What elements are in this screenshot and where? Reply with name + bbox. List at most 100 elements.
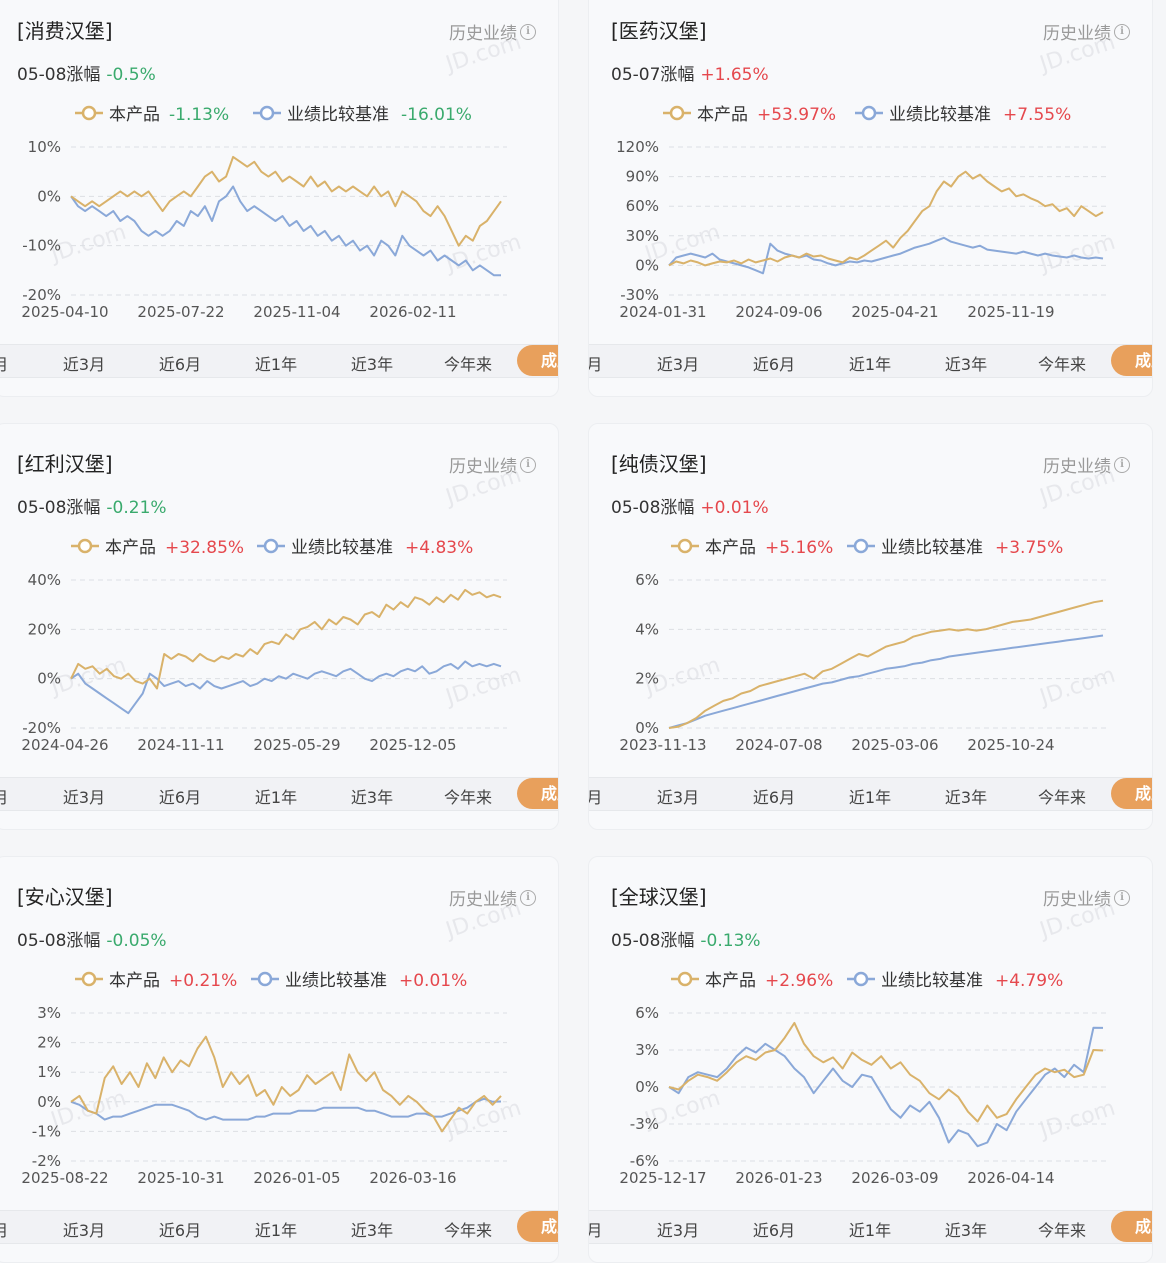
y-tick-label: 40%: [28, 571, 61, 589]
legend-label: 本产品: [109, 105, 160, 125]
x-tick-label: 2026-03-09: [851, 1169, 938, 1187]
period-tab[interactable]: 近6月: [752, 355, 796, 374]
legend-product[interactable]: 本产品 +0.21%: [75, 971, 237, 991]
info-icon[interactable]: i: [1114, 889, 1130, 906]
period-tab[interactable]: 近1月: [0, 1217, 8, 1241]
period-tab[interactable]: 近3年: [350, 1221, 394, 1240]
period-tab[interactable]: 今年来: [443, 355, 493, 374]
period-tab[interactable]: 近1月: [0, 784, 8, 808]
y-tick-label: 90%: [626, 168, 659, 186]
info-icon[interactable]: i: [520, 889, 536, 906]
period-tab[interactable]: 近3月: [62, 788, 106, 807]
legend-label: 业绩比较基准: [287, 105, 389, 125]
legend-product[interactable]: 本产品 +2.96%: [671, 971, 833, 991]
period-tab[interactable]: 近3月: [656, 788, 700, 807]
x-tick-label: 2025-12-17: [619, 1169, 706, 1187]
period-tab[interactable]: 近6月: [752, 1221, 796, 1240]
period-tab[interactable]: 今年来: [1037, 788, 1087, 807]
period-tab-active[interactable]: 成立来: [1111, 1211, 1152, 1242]
legend-product[interactable]: 本产品 +32.85%: [71, 538, 244, 558]
fund-card: JD.com JD.com JD.com [全球汉堡] 历史业绩 i 05-08涨幅 -0.1…: [588, 856, 1153, 1263]
period-tab-active[interactable]: 成立来: [517, 778, 558, 809]
period-tab[interactable]: 近3年: [350, 788, 394, 807]
info-icon[interactable]: i: [520, 456, 536, 473]
legend-benchmark[interactable]: 业绩比较基准 +7.55%: [855, 105, 1071, 125]
history-performance-link[interactable]: 历史业绩 i: [449, 885, 536, 910]
history-performance-link[interactable]: 历史业绩 i: [1043, 19, 1130, 44]
line-chart: 本产品 +53.97% 业绩比较基准 +7.55% 120% 90% 60% 30% 0% -30…: [616, 105, 1109, 321]
legend-product[interactable]: 本产品 +53.97%: [663, 105, 836, 125]
period-tab[interactable]: 近6月: [158, 788, 202, 807]
period-tab[interactable]: 近3月: [62, 1221, 106, 1240]
period-tab[interactable]: 今年来: [443, 788, 493, 807]
history-label: 历史业绩: [1043, 457, 1111, 477]
legend-marker: [77, 538, 93, 554]
period-tab[interactable]: 近1月: [588, 788, 603, 807]
legend-benchmark[interactable]: 业绩比较基准 -16.01%: [253, 105, 472, 125]
y-tick-label: 1%: [37, 1063, 61, 1081]
period-tab[interactable]: 今年来: [443, 1221, 493, 1240]
legend-benchmark[interactable]: 业绩比较基准 +0.01%: [251, 971, 467, 991]
legend-product[interactable]: 本产品 -1.13%: [75, 105, 229, 125]
history-performance-link[interactable]: 历史业绩 i: [449, 452, 536, 477]
period-tabs: 近1月 近3月 近6月 近1年 近3年 今年来 成立来: [589, 344, 1152, 378]
period-tab-active[interactable]: 成立来: [1111, 345, 1152, 376]
info-icon[interactable]: i: [1114, 456, 1130, 473]
history-label: 历史业绩: [449, 24, 517, 44]
info-icon[interactable]: i: [1114, 23, 1130, 40]
series-line-benchmark: [70, 660, 502, 715]
legend-benchmark[interactable]: 业绩比较基准 +4.79%: [847, 971, 1063, 991]
period-tabs: 近1月 近3月 近6月 近1年 近3年 今年来 成立来: [589, 777, 1152, 811]
x-tick-label: 2025-11-04: [253, 303, 340, 321]
history-performance-link[interactable]: 历史业绩 i: [1043, 452, 1130, 477]
period-tab-active[interactable]: 成立来: [1111, 778, 1152, 809]
x-tick-label: 2024-07-08: [735, 736, 822, 754]
x-tick-label: 2024-09-06: [735, 303, 822, 321]
period-tab[interactable]: 近3月: [656, 1221, 700, 1240]
y-tick-label: -20%: [22, 719, 61, 737]
legend-value: +32.85%: [165, 538, 244, 558]
fund-title: [纯债汉堡]: [611, 452, 707, 476]
series-line-product: [668, 1021, 1104, 1123]
period-tab[interactable]: 近1月: [0, 351, 8, 375]
y-tick-label: 3%: [635, 1041, 659, 1059]
fund-title: [红利汉堡]: [17, 452, 113, 476]
period-tab[interactable]: 近6月: [158, 355, 202, 374]
x-tick-label: 2026-01-05: [253, 1169, 340, 1187]
period-tab[interactable]: 近3月: [62, 355, 106, 374]
period-tab[interactable]: 近6月: [158, 1221, 202, 1240]
period-tab[interactable]: 近1月: [588, 1221, 603, 1240]
period-tab-active[interactable]: 成立来: [517, 345, 558, 376]
period-tab-active[interactable]: 成立来: [517, 1211, 558, 1242]
period-tab[interactable]: 近3年: [944, 1221, 988, 1240]
period-tab[interactable]: 近3月: [656, 355, 700, 374]
daily-change-label: 05-07涨幅: [611, 65, 695, 85]
period-tab[interactable]: 近3年: [944, 788, 988, 807]
daily-change: 05-08涨幅 +0.01%: [611, 493, 769, 518]
legend-value: +7.55%: [1003, 105, 1071, 125]
period-tab[interactable]: 近3年: [944, 355, 988, 374]
legend-product[interactable]: 本产品 +5.16%: [671, 538, 833, 558]
info-icon[interactable]: i: [520, 23, 536, 40]
period-tab[interactable]: 近1年: [254, 788, 298, 807]
history-performance-link[interactable]: 历史业绩 i: [449, 19, 536, 44]
legend-marker: [677, 538, 693, 554]
period-tab[interactable]: 近3年: [350, 355, 394, 374]
y-tick-label: -10%: [22, 237, 61, 255]
period-tab[interactable]: 近1月: [588, 355, 603, 374]
period-tab[interactable]: 今年来: [1037, 1221, 1087, 1240]
period-tab[interactable]: 近1年: [848, 355, 892, 374]
history-performance-link[interactable]: 历史业绩 i: [1043, 885, 1130, 910]
period-tab[interactable]: 今年来: [1037, 355, 1087, 374]
period-tab[interactable]: 近6月: [752, 788, 796, 807]
period-tab[interactable]: 近1年: [254, 1221, 298, 1240]
legend-benchmark[interactable]: 业绩比较基准 +3.75%: [847, 538, 1063, 558]
daily-change-label: 05-08涨幅: [17, 65, 101, 85]
period-tab[interactable]: 近1年: [254, 355, 298, 374]
legend-benchmark[interactable]: 业绩比较基准 +4.83%: [257, 538, 473, 558]
daily-change-value: +0.01%: [700, 498, 769, 518]
period-tab[interactable]: 近1年: [848, 788, 892, 807]
period-tab[interactable]: 近1年: [848, 1221, 892, 1240]
daily-change-value: -0.05%: [106, 931, 167, 951]
y-tick-label: 0%: [635, 1078, 659, 1096]
